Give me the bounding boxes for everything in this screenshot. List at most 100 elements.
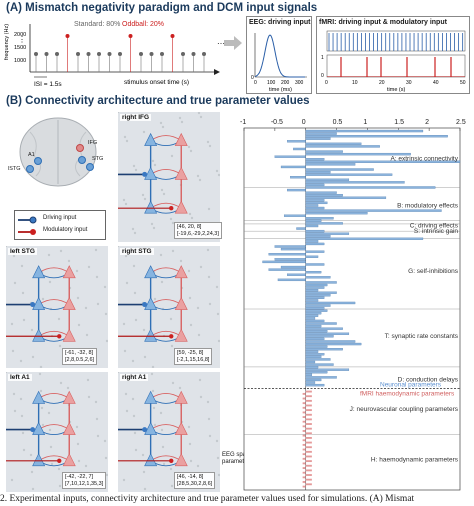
left-a1-microcircuit: [6, 372, 108, 491]
texture-dot: [13, 409, 17, 413]
standard-stimulus: [97, 52, 101, 56]
texture-dot: [22, 318, 26, 322]
pyramidal-neuron-red: [62, 421, 76, 435]
eeg-curve: [254, 34, 305, 78]
cross-connection: [150, 267, 182, 274]
texture-dot: [208, 434, 212, 438]
neuronal-parameter-bar: [305, 312, 322, 315]
left-a1-params: [7,10,12,1,35,3]: [65, 480, 104, 487]
texture-dot: [59, 249, 63, 253]
texture-dot: [206, 140, 210, 144]
right-a1-params: [28,5,30,2,8,6]: [177, 480, 213, 487]
brain-label-a1: A1: [28, 152, 35, 158]
eeg-panel: EEG: driving input 0 0 100 200 300 time …: [246, 16, 312, 94]
texture-dot: [133, 231, 137, 235]
modulatory-input-icon: [169, 458, 174, 463]
texture-dot: [134, 448, 138, 452]
legend-modulatory-label: Modulatory input: [43, 227, 88, 233]
freq-tick-1500: 1500: [14, 45, 26, 51]
neuronal-parameter-bar: [274, 258, 306, 261]
texture-dot: [133, 431, 137, 435]
texture-dot: [189, 459, 193, 463]
pyramidal-neuron-red: [174, 296, 188, 310]
standard-stimulus: [118, 52, 122, 56]
fmri-parameter-bar: [305, 404, 312, 407]
neuronal-parameter-bar: [305, 276, 331, 279]
texture-dot: [161, 125, 165, 129]
right-stg-coords: [59, -25, 8] [-2,1,15,16,8]: [174, 348, 213, 365]
neuronal-parameter-bar: [305, 332, 350, 335]
neuronal-parameter-bar: [274, 155, 306, 158]
neuronal-parameter-bar: [305, 327, 343, 330]
pyramidal-neuron-red: [174, 328, 188, 342]
right-a1-title: right A1: [120, 374, 149, 381]
bar-chart-group-labels: Neuronal parameters fMRI haemodynamic par…: [350, 156, 459, 464]
neuronal-parameter-bar: [277, 278, 306, 282]
texture-dot: [48, 280, 52, 284]
pyramidal-neuron-blue: [144, 132, 158, 146]
neuronal-parameter-bar: [296, 227, 306, 230]
texture-dot: [187, 145, 191, 149]
group-label: S: intrinsic gain: [414, 228, 458, 235]
texture-dot: [118, 246, 120, 248]
neuronal-parameter-bar: [305, 288, 319, 292]
texture-dot: [188, 442, 192, 446]
texture-dot: [10, 478, 14, 482]
texture-dot: [196, 306, 200, 310]
neuronal-parameter-bar: [305, 309, 328, 312]
neuronal-parameter-bar: [305, 150, 343, 153]
texture-dot: [159, 121, 163, 125]
neuronal-parameter-bar: [305, 194, 343, 197]
texture-dot: [85, 333, 89, 337]
pyramidal-neuron-blue: [144, 200, 158, 214]
neuronal-parameter-bar: [274, 245, 306, 248]
parameter-bar-chart: -1 -0.5 0 0.5 1 1.5 2 2.5 Neuronal parameters fM…: [240, 119, 466, 491]
right-ifg-node: [76, 144, 84, 152]
texture-dot: [151, 365, 155, 368]
xtick-label: 2: [425, 119, 429, 126]
texture-dot: [20, 264, 24, 268]
texture-dot: [198, 378, 202, 382]
pyramidal-neuron-red: [174, 166, 188, 180]
neuronal-parameter-bar: [305, 271, 322, 274]
xtick-label: 0: [302, 119, 306, 126]
neuronal-parameter-bar: [305, 235, 331, 238]
texture-dot: [94, 248, 98, 252]
neuronal-parameter-bar: [305, 132, 337, 135]
left-a1-mni: [-42, -22, 7]: [65, 474, 94, 480]
texture-dot: [171, 381, 175, 385]
oddball-label: Oddball: 20%: [122, 21, 164, 28]
texture-dot: [58, 344, 62, 348]
neuronal-parameter-bar: [305, 263, 325, 266]
neuronal-parameter-bar: [287, 273, 306, 276]
pyramidal-neuron-blue: [144, 390, 158, 404]
texture-dot: [206, 400, 210, 404]
texture-dot: [170, 484, 174, 488]
neuronal-parameter-bar: [305, 345, 328, 348]
texture-dot: [132, 264, 136, 268]
neuronal-parameter-bar: [305, 296, 325, 299]
texture-dot: [118, 372, 120, 374]
texture-dot: [178, 116, 182, 120]
texture-dot: [142, 130, 146, 134]
right-stg-params: [-2,1,15,16,8]: [177, 356, 210, 363]
fmri-parameter-bar: [305, 427, 312, 430]
pyramidal-neuron-blue: [144, 328, 158, 342]
texture-dot: [160, 188, 164, 192]
texture-dot: [125, 409, 129, 413]
texture-dot: [197, 112, 201, 115]
texture-dot: [57, 467, 61, 471]
texture-dot: [19, 359, 23, 363]
standard-stimulus: [76, 52, 80, 56]
texture-dot: [199, 115, 203, 119]
texture-dot: [187, 269, 191, 273]
texture-dot: [13, 281, 17, 285]
right-ifg-title: right IFG: [120, 114, 152, 121]
standard-stimulus: [202, 52, 206, 56]
driving-input-icon: [142, 427, 148, 433]
texture-dot: [12, 254, 16, 258]
standard-stimulus: [107, 52, 112, 56]
neuronal-parameter-bar: [305, 145, 380, 148]
fmri-parameter-bar: [302, 397, 306, 400]
brain-label-stg: STG: [92, 156, 104, 162]
